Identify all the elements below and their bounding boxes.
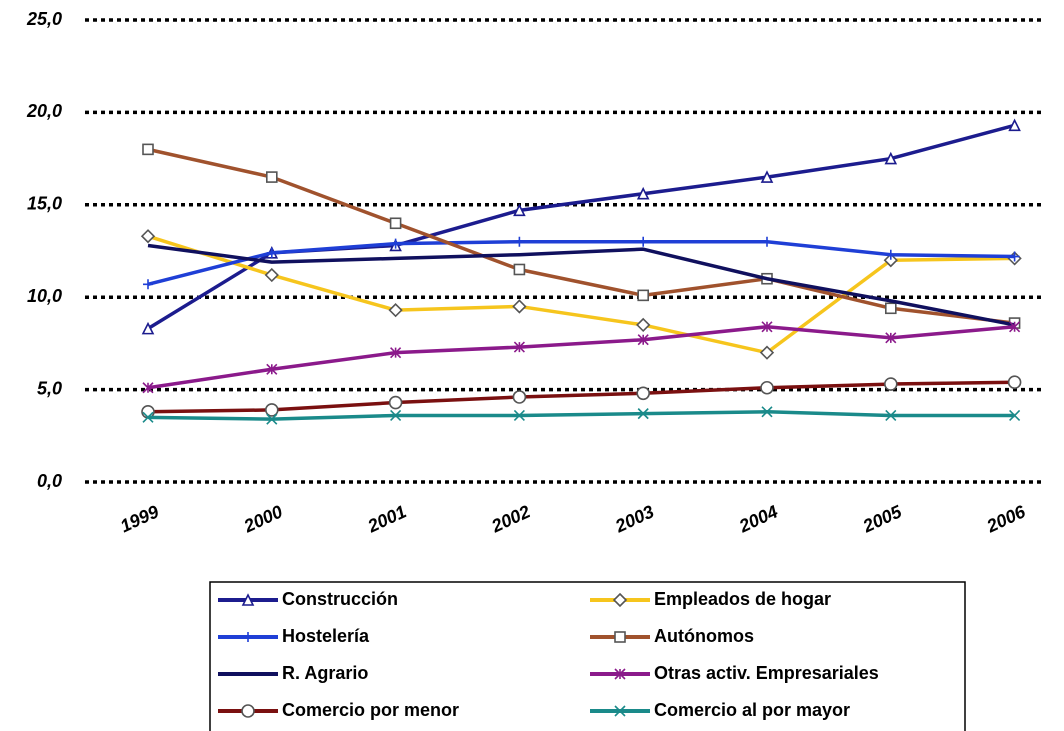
- y-tick-label: 0,0: [37, 471, 62, 491]
- series-line: [147, 240, 1015, 286]
- marker: [264, 403, 279, 417]
- y-tick-label: 5,0: [37, 378, 62, 398]
- y-tick-label: 20,0: [26, 101, 62, 121]
- marker: [513, 263, 526, 276]
- legend-marker: [241, 704, 255, 718]
- marker: [883, 253, 898, 268]
- legend-label: R. Agrario: [282, 663, 368, 683]
- marker: [266, 247, 277, 258]
- legend-label: Comercio por menor: [282, 700, 459, 720]
- marker: [514, 236, 525, 247]
- series-line: [147, 410, 1015, 421]
- x-tick-label: 2002: [488, 501, 534, 536]
- legend-label: Otras activ. Empresariales: [654, 663, 879, 683]
- x-tick-label: 2001: [364, 501, 410, 536]
- legend-label: Hostelería: [282, 626, 370, 646]
- marker: [761, 406, 773, 418]
- series-line: [147, 234, 1015, 355]
- legend-marker: [614, 705, 626, 717]
- marker: [140, 229, 156, 244]
- y-tick-label: 25,0: [26, 9, 62, 29]
- marker: [142, 143, 154, 156]
- marker: [636, 186, 650, 200]
- legend-label: Comercio al por mayor: [654, 700, 850, 720]
- marker: [760, 380, 774, 395]
- series-line: [147, 380, 1015, 414]
- marker: [513, 341, 525, 353]
- marker: [760, 170, 774, 183]
- marker: [636, 317, 651, 333]
- marker: [761, 321, 773, 333]
- marker: [885, 332, 897, 344]
- marker: [884, 302, 897, 315]
- x-tick-label: 2005: [859, 501, 906, 537]
- marker: [884, 151, 898, 165]
- marker: [638, 236, 649, 247]
- series-line: [147, 243, 1015, 327]
- marker: [762, 236, 772, 247]
- marker: [1009, 251, 1020, 262]
- legend-marker: [241, 593, 255, 606]
- x-tick-label: 2003: [611, 501, 657, 536]
- marker: [1009, 321, 1021, 333]
- marker: [388, 303, 403, 318]
- marker: [759, 345, 775, 360]
- legend-label: Empleados de hogar: [654, 589, 831, 609]
- marker: [885, 409, 897, 422]
- marker: [143, 279, 153, 290]
- marker: [637, 408, 649, 420]
- marker: [390, 347, 402, 359]
- marker: [388, 395, 403, 410]
- marker: [1008, 118, 1021, 132]
- legend-box: [209, 581, 966, 731]
- y-tick-label: 15,0: [27, 194, 62, 214]
- x-tick-label: 2000: [240, 501, 286, 536]
- marker: [266, 413, 278, 425]
- marker: [637, 289, 650, 302]
- marker: [390, 238, 401, 249]
- series-line: [147, 325, 1015, 390]
- legend-marker: [614, 631, 626, 643]
- series-line: [147, 147, 1015, 325]
- marker: [389, 217, 402, 230]
- x-tick-label: 1999: [117, 501, 162, 536]
- y-tick-label: 10,0: [27, 286, 62, 306]
- marker: [141, 321, 155, 335]
- marker: [637, 334, 649, 346]
- legend-marker: [243, 632, 253, 642]
- marker: [142, 382, 154, 394]
- marker: [1007, 375, 1022, 390]
- marker: [636, 386, 651, 401]
- legend-label: Construcción: [282, 589, 398, 609]
- marker: [512, 299, 527, 314]
- marker: [390, 409, 402, 422]
- marker: [1009, 409, 1021, 422]
- marker: [513, 409, 525, 422]
- marker: [512, 390, 527, 404]
- marker: [142, 411, 154, 423]
- legend-label: Autónomos: [654, 626, 754, 646]
- x-tick-label: 2004: [735, 501, 781, 536]
- legend-marker: [612, 592, 628, 608]
- marker: [885, 249, 896, 260]
- marker: [264, 267, 279, 283]
- legend-marker: [614, 668, 626, 680]
- marker: [883, 377, 898, 391]
- x-tick-label: 2006: [983, 501, 1030, 537]
- marker: [265, 171, 278, 183]
- marker: [513, 203, 526, 217]
- marker: [266, 363, 278, 375]
